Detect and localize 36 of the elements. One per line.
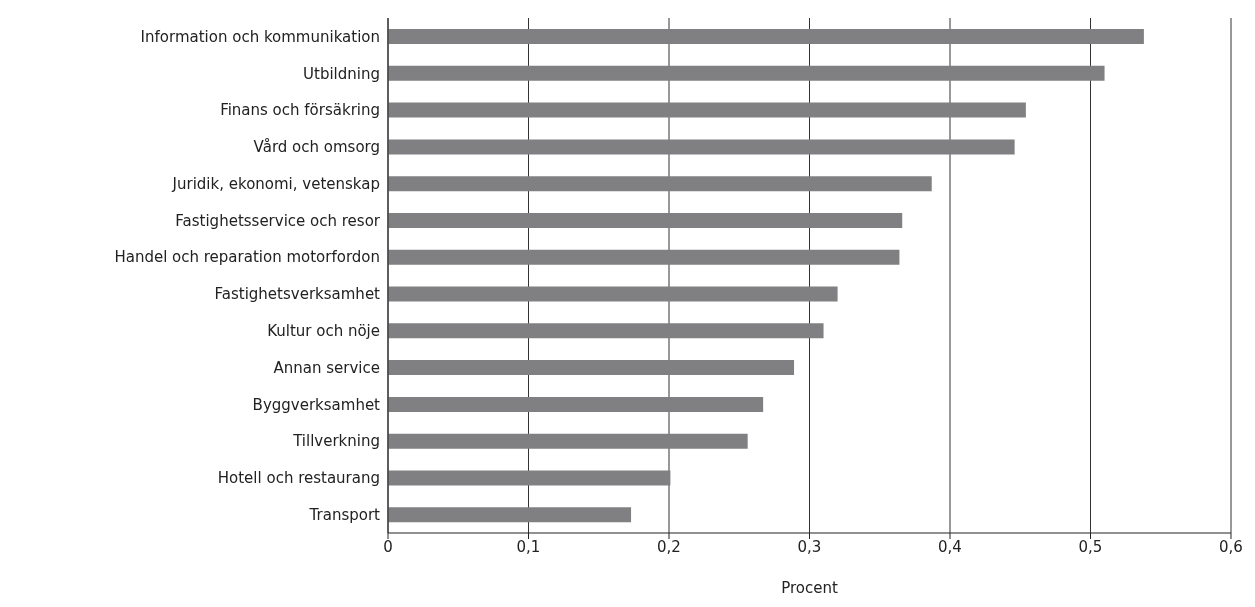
x-tick-label: 0,4 <box>938 537 962 556</box>
bar <box>388 176 932 192</box>
bar <box>388 65 1105 81</box>
y-tick-label: Utbildning <box>303 64 380 83</box>
bar <box>388 249 900 265</box>
bar <box>388 396 764 412</box>
y-tick-label: Byggverksamhet <box>252 395 381 414</box>
y-tick-label: Vård och omsorg <box>253 138 380 157</box>
bar <box>388 29 1144 45</box>
y-tick-label: Handel och reparation motorfordon <box>114 248 380 267</box>
y-tick-label: Kultur och nöje <box>267 322 380 340</box>
bar <box>388 139 1015 155</box>
x-tick-label: 0 <box>383 537 393 556</box>
y-tick-label: Juridik, ekonomi, vetenskap <box>171 174 380 193</box>
x-tick-label: 0,3 <box>797 537 822 556</box>
bar <box>388 433 748 449</box>
bar <box>388 507 632 523</box>
bar <box>388 286 838 302</box>
bar <box>388 470 671 486</box>
bar <box>388 323 824 339</box>
y-tick-label: Fastighetsservice och resor <box>175 211 381 230</box>
bar <box>388 360 795 376</box>
x-tick-label: 0,5 <box>1078 537 1103 556</box>
bar <box>388 212 903 228</box>
y-tick-label: Hotell och restaurang <box>217 469 380 488</box>
x-axis-title: Procent <box>781 579 838 597</box>
y-tick-label: Finans och försäkring <box>220 101 380 120</box>
y-tick-label: Fastighetsverksamhet <box>214 285 381 304</box>
x-tick-label: 0,6 <box>1219 537 1243 556</box>
y-tick-label: Information och kommunikation <box>140 27 380 46</box>
y-tick-label: Annan service <box>273 358 380 377</box>
bar <box>388 102 1026 118</box>
y-tick-label: Tillverkning <box>292 432 380 451</box>
x-tick-label: 0,1 <box>516 537 541 556</box>
y-tick-label: Transport <box>308 505 381 524</box>
x-tick-label: 0,2 <box>657 537 681 556</box>
